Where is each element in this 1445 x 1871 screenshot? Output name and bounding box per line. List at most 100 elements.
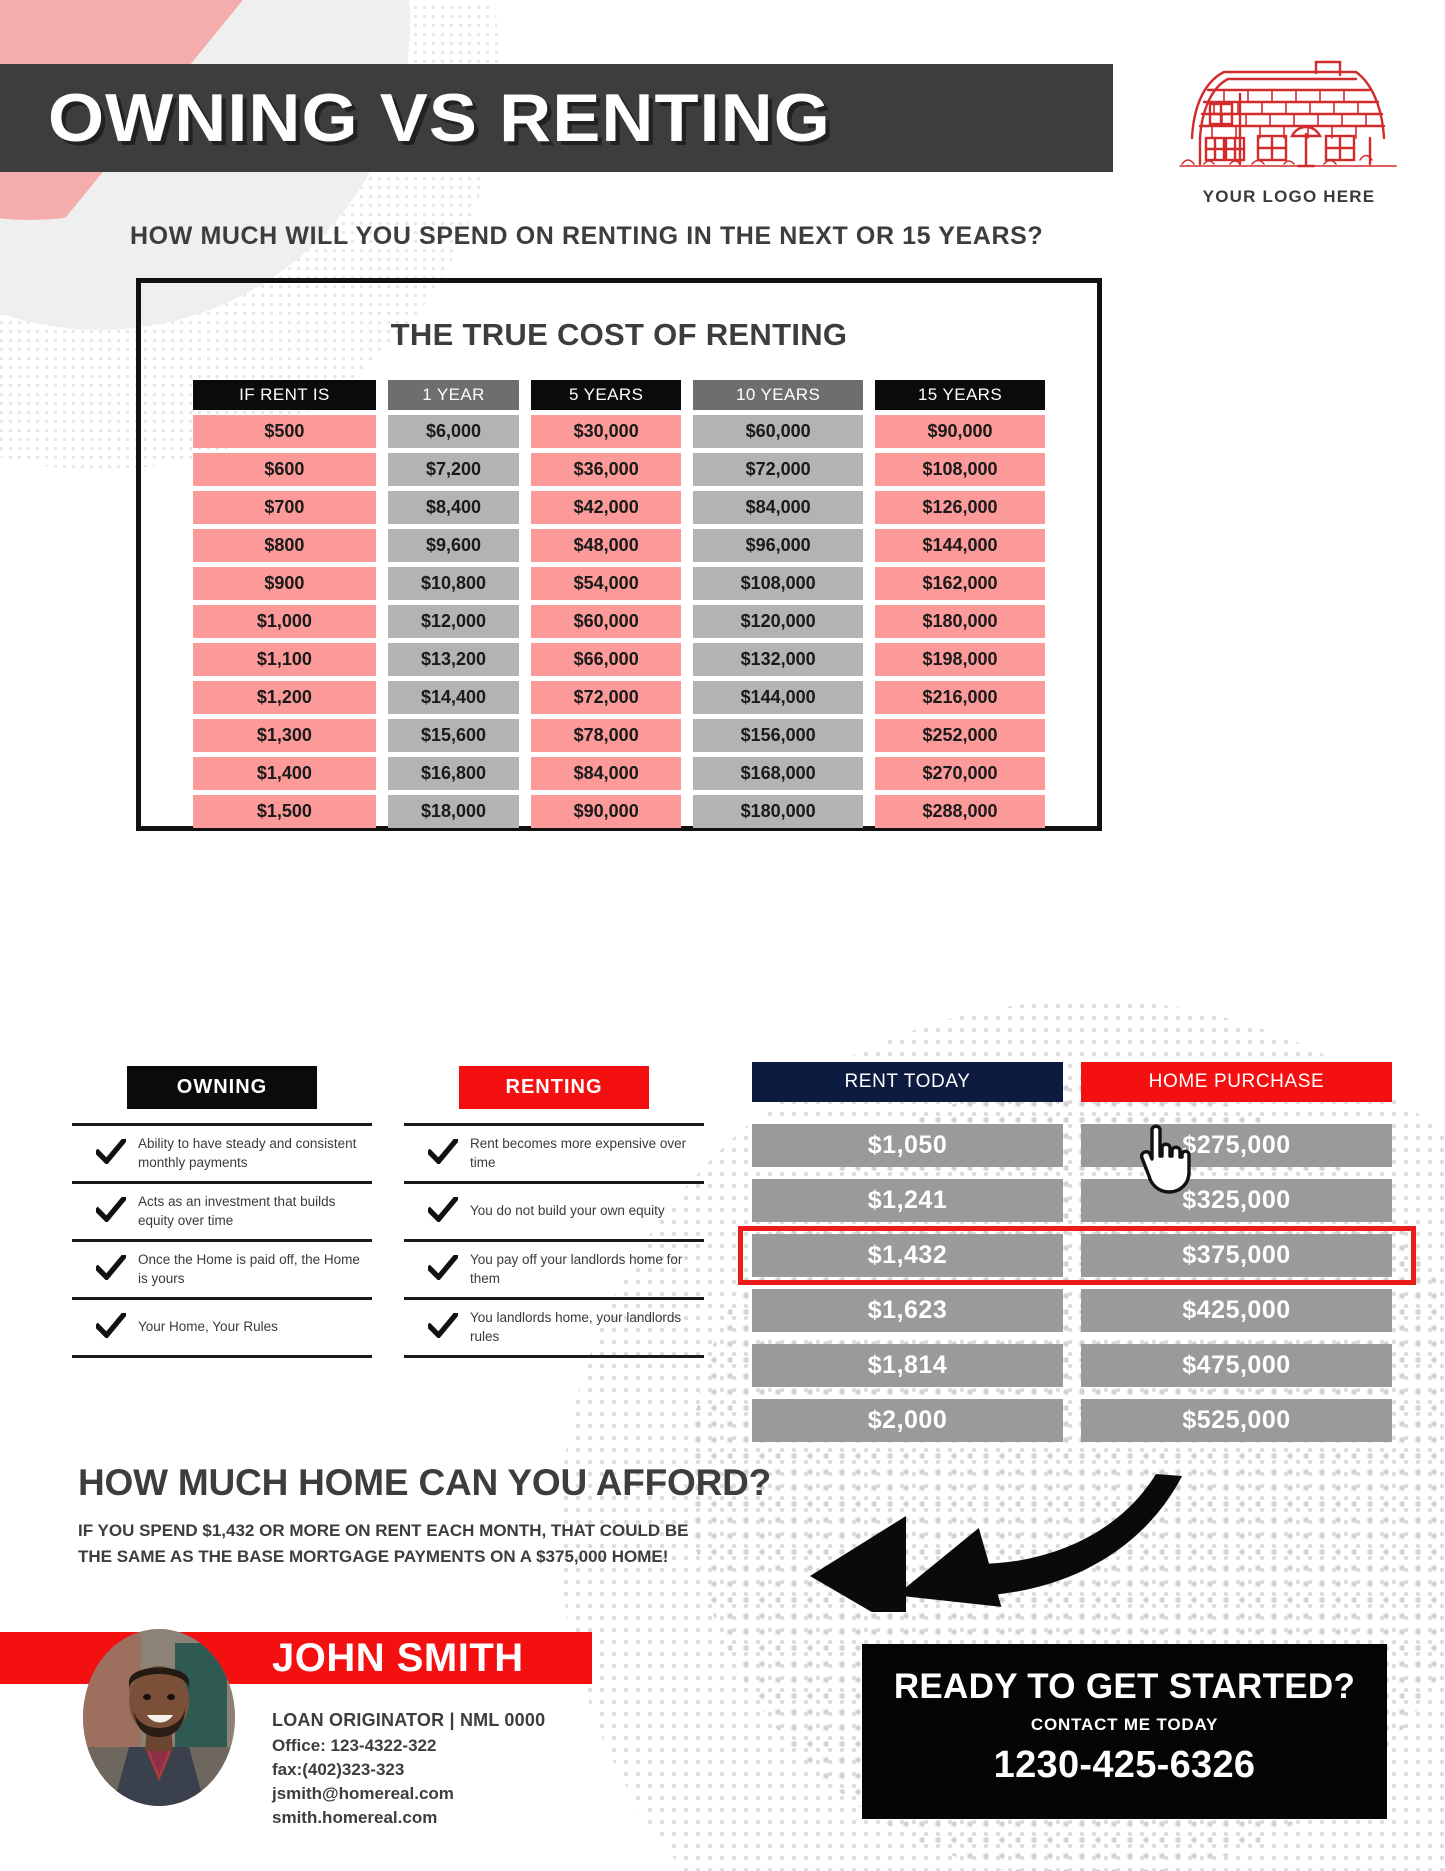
table-row: $600 $7,200 $36,000 $72,000 $108,000	[193, 453, 1045, 486]
table-cell: $270,000	[875, 757, 1045, 790]
owning-list-item: Ability to have steady and consistent mo…	[72, 1126, 372, 1184]
check-icon	[426, 1309, 460, 1343]
table-cell: $7,200	[387, 453, 520, 486]
owning-list-item-label: Your Home, Your Rules	[138, 1319, 278, 1335]
table-row: $500 $6,000 $30,000 $60,000 $90,000	[193, 415, 1045, 448]
rent-vs-purchase-headers: RENT TODAY HOME PURCHASE	[752, 1062, 1392, 1102]
table-cell: $60,000	[531, 605, 682, 638]
table-cell: $252,000	[875, 719, 1045, 752]
page-title: OWNING VS RENTING	[48, 80, 831, 156]
table-col-header: IF RENT IS	[193, 380, 376, 410]
owning-list-item: Once the Home is paid off, the Home is y…	[72, 1242, 372, 1300]
house-sketch-icon	[1179, 60, 1397, 168]
footer-email[interactable]: jsmith@homereal.com	[272, 1783, 454, 1803]
table-cell: $90,000	[531, 795, 682, 828]
footer-contact: LOAN ORIGINATOR | NML 0000 Office: 123-4…	[272, 1708, 545, 1830]
check-icon	[94, 1251, 128, 1285]
table-cell: $15,600	[387, 719, 520, 752]
table-cell: $42,000	[531, 491, 682, 524]
renting-list-item: Rent becomes more expensive over time	[404, 1126, 704, 1184]
rent-purchase-row[interactable]: $1,241 $325,000	[752, 1179, 1392, 1222]
table-cell: $14,400	[387, 681, 520, 714]
afford-body: IF YOU SPEND $1,432 OR MORE ON RENT EACH…	[78, 1518, 778, 1569]
owning-column: OWNING Ability to have steady and consis…	[72, 1066, 372, 1358]
table-cell: $1,200	[193, 681, 376, 714]
table-cell: $84,000	[531, 757, 682, 790]
owning-list-item: Acts as an investment that builds equity…	[72, 1184, 372, 1242]
rent-purchase-row-highlighted[interactable]: $1,432 $375,000	[738, 1226, 1416, 1285]
rent-today-header: RENT TODAY	[752, 1062, 1063, 1102]
rent-today-value: $1,432	[752, 1234, 1063, 1277]
table-cell: $72,000	[693, 453, 864, 486]
table-cell: $180,000	[693, 795, 864, 828]
table-cell: $13,200	[387, 643, 520, 676]
table-row: $1,000 $12,000 $60,000 $120,000 $180,000	[193, 605, 1045, 638]
footer-name: JOHN SMITH	[272, 1636, 524, 1680]
table-row: $800 $9,600 $48,000 $96,000 $144,000	[193, 529, 1045, 562]
afford-body-line2: THE SAME AS THE BASE MORTGAGE PAYMENTS O…	[78, 1546, 669, 1566]
rent-purchase-row[interactable]: $1,814 $475,000	[752, 1344, 1392, 1387]
table-cell: $10,800	[387, 567, 520, 600]
hand-cursor-icon	[1138, 1122, 1194, 1194]
check-icon	[94, 1309, 128, 1343]
cta-block: READY TO GET STARTED? CONTACT ME TODAY 1…	[862, 1644, 1387, 1819]
rent-purchase-row[interactable]: $1,050 $275,000	[752, 1124, 1392, 1167]
table-cell: $162,000	[875, 567, 1045, 600]
cta-phone[interactable]: 1230-425-6326	[993, 1744, 1256, 1786]
table-cell: $216,000	[875, 681, 1045, 714]
table-row: $1,100 $13,200 $66,000 $132,000 $198,000	[193, 643, 1045, 676]
renting-list-item-label: You pay off your landlords home for them	[470, 1252, 683, 1286]
check-icon	[94, 1135, 128, 1169]
rent-vs-purchase-table: RENT TODAY HOME PURCHASE $1,050 $275,000 $…	[738, 1062, 1416, 1454]
renting-list: Rent becomes more expensive over time You…	[404, 1123, 704, 1358]
check-icon	[94, 1193, 128, 1227]
table-cell: $16,800	[387, 757, 520, 790]
rent-purchase-row[interactable]: $1,623 $425,000	[752, 1289, 1392, 1332]
table-row: $1,500 $18,000 $90,000 $180,000 $288,000	[193, 795, 1045, 828]
table-cell: $54,000	[531, 567, 682, 600]
logo-caption: YOUR LOGO HERE	[1202, 187, 1376, 206]
table-cell: $1,000	[193, 605, 376, 638]
rent-purchase-row[interactable]: $2,000 $525,000	[752, 1399, 1392, 1442]
curved-arrow-icon	[790, 1472, 1190, 1632]
cost-of-renting-panel: THE TRUE COST OF RENTING IF RENT IS 1 YEA…	[136, 278, 1102, 831]
table-cell: $84,000	[693, 491, 864, 524]
table-cell: $600	[193, 453, 376, 486]
rent-today-value: $1,814	[752, 1344, 1063, 1387]
cta-heading: READY TO GET STARTED?	[893, 1667, 1356, 1706]
table-cell: $108,000	[693, 567, 864, 600]
table-cell: $9,600	[387, 529, 520, 562]
rent-vs-purchase-rows: $1,050 $275,000 $1,241 $325,000 $1,432 $375,0…	[738, 1124, 1416, 1442]
cta-subheading: CONTACT ME TODAY	[1030, 1715, 1219, 1734]
table-cell: $96,000	[693, 529, 864, 562]
rent-today-value: $1,623	[752, 1289, 1063, 1332]
footer-website[interactable]: smith.homereal.com	[272, 1807, 438, 1827]
subtitle: HOW MUCH WILL YOU SPEND ON RENTING IN TH…	[130, 222, 1044, 250]
page-title-wrap: OWNING VS RENTING	[48, 79, 830, 157]
table-cell: $168,000	[693, 757, 864, 790]
table-cell: $90,000	[875, 415, 1045, 448]
table-cell: $12,000	[387, 605, 520, 638]
logo-block: YOUR LOGO HERE	[1169, 60, 1409, 207]
home-purchase-header: HOME PURCHASE	[1081, 1062, 1392, 1102]
owning-list-item-label: Acts as an investment that builds equity…	[138, 1194, 336, 1228]
table-cell: $800	[193, 529, 376, 562]
table-cell: $6,000	[387, 415, 520, 448]
avatar	[83, 1629, 235, 1806]
table-header-row: IF RENT IS 1 YEAR 5 YEARS 10 YEARS 15 YEARS	[193, 380, 1045, 410]
afford-block: HOW MUCH HOME CAN YOU AFFORD? IF YOU SPE…	[78, 1462, 778, 1569]
home-purchase-value: $275,000	[1081, 1124, 1392, 1167]
panel-title: THE TRUE COST OF RENTING	[390, 317, 848, 352]
owning-list-item: Your Home, Your Rules	[72, 1300, 372, 1358]
home-purchase-value: $425,000	[1081, 1289, 1392, 1332]
table-cell: $198,000	[875, 643, 1045, 676]
table-row: $900 $10,800 $54,000 $108,000 $162,000	[193, 567, 1045, 600]
table-cell: $108,000	[875, 453, 1045, 486]
table-row: $1,300 $15,600 $78,000 $156,000 $252,000	[193, 719, 1045, 752]
rent-today-value: $1,050	[752, 1124, 1063, 1167]
table-cell: $180,000	[875, 605, 1045, 638]
renting-list-item: You do not build your own equity	[404, 1184, 704, 1242]
table-col-header: 15 YEARS	[875, 380, 1045, 410]
table-cell: $900	[193, 567, 376, 600]
table-cell: $78,000	[531, 719, 682, 752]
